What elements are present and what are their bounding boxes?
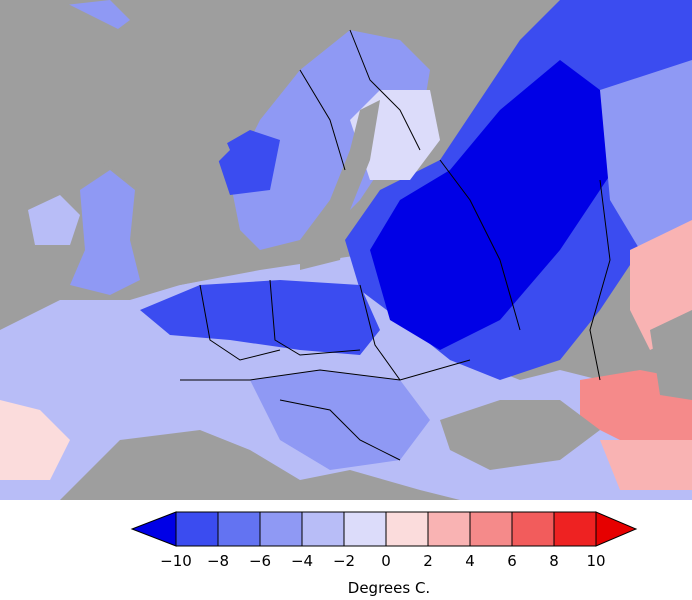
central-core-shade <box>140 280 380 355</box>
seas <box>0 0 692 500</box>
britain-shade <box>70 170 140 295</box>
legend-box <box>259 511 303 547</box>
country-borders <box>180 29 611 461</box>
legend-box <box>343 511 387 547</box>
black-sea <box>440 400 600 470</box>
north-sea <box>135 180 240 290</box>
legend-tick-label: −10 <box>160 552 192 570</box>
legend-tick-label: 2 <box>423 552 433 570</box>
legend-tick-label: 4 <box>465 552 475 570</box>
scandinavia-shade <box>230 30 430 250</box>
legend-box <box>217 511 261 547</box>
east-core-shade <box>370 60 620 350</box>
legend-tick-labels: −10 −8 −6 −4 −2 0 2 4 6 8 10 <box>160 552 605 570</box>
legend-box <box>553 511 597 547</box>
legend-tick-label: 10 <box>586 552 605 570</box>
atlantic-north <box>0 0 230 190</box>
legend-box <box>385 511 429 547</box>
temperature-anomaly-map <box>0 0 692 500</box>
legend-box <box>427 511 471 547</box>
legend-tick-label: −6 <box>249 552 271 570</box>
legend-title: Degrees C. <box>348 579 430 597</box>
norway-coast-shade <box>215 130 280 195</box>
arctic-sea <box>380 0 540 70</box>
legend-box <box>301 511 345 547</box>
legend-arrow-high <box>595 511 638 547</box>
caspian-sea <box>650 310 692 400</box>
caucasus-warm <box>600 440 692 490</box>
legend-tick-label: 6 <box>507 552 517 570</box>
legend-box <box>175 511 219 547</box>
color-legend: −10 −8 −6 −4 −2 0 2 4 6 8 10 Degrees C. <box>130 511 638 597</box>
legend-tick-label: −2 <box>333 552 355 570</box>
legend-tick-label: −8 <box>207 552 229 570</box>
legend-color-boxes <box>130 511 638 547</box>
legend-tick-label: 0 <box>381 552 391 570</box>
legend-tick-label: −4 <box>291 552 313 570</box>
ireland-shade <box>28 195 80 245</box>
iberia-warm <box>0 400 70 480</box>
legend-arrow-low <box>130 511 177 547</box>
legend-box <box>469 511 513 547</box>
far-east-shade <box>600 60 692 250</box>
mediterranean <box>60 430 460 500</box>
legend-box <box>511 511 555 547</box>
legend-tick-label: 8 <box>549 552 559 570</box>
baltic-sea <box>300 100 380 270</box>
